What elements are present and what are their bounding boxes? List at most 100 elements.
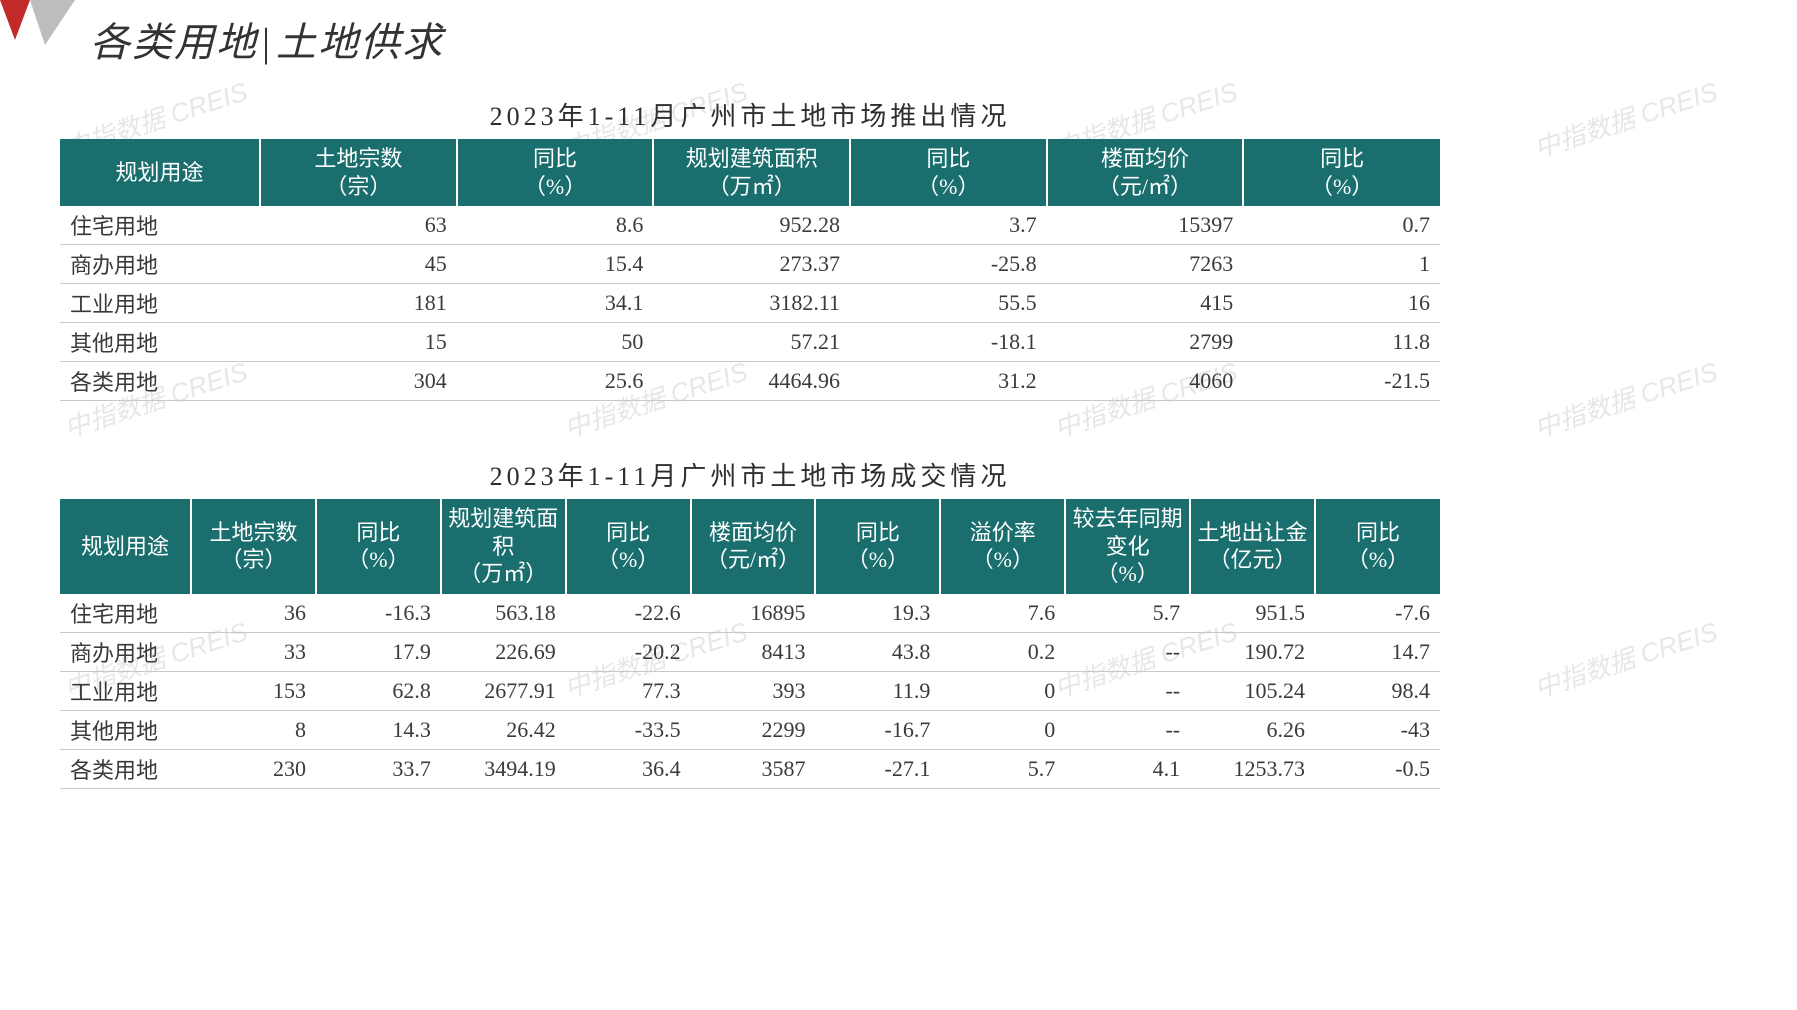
- column-header: 规划建筑面积（万㎡）: [653, 139, 850, 206]
- row-label: 工业用地: [60, 284, 260, 323]
- cell-value: 6.26: [1190, 710, 1315, 749]
- cell-value: -21.5: [1243, 362, 1440, 401]
- cell-value: 2299: [691, 710, 816, 749]
- row-label: 商办用地: [60, 245, 260, 284]
- cell-value: -20.2: [566, 632, 691, 671]
- row-label: 工业用地: [60, 671, 191, 710]
- column-header-line1: 土地宗数: [265, 145, 452, 173]
- cell-value: -0.5: [1315, 749, 1440, 788]
- table-block-transaction: 2023年1-11月广州市土地市场成交情况 规划用途土地宗数（宗）同比（%）规划…: [60, 456, 1440, 789]
- column-header-line1: 规划用途: [64, 159, 255, 187]
- row-label: 各类用地: [60, 362, 260, 401]
- cell-value: 153: [191, 671, 316, 710]
- cell-value: 16: [1243, 284, 1440, 323]
- table-row: 工业用地15362.82677.9177.339311.90--105.2498…: [60, 671, 1440, 710]
- cell-value: 33.7: [316, 749, 441, 788]
- column-header: 同比（%）: [457, 139, 654, 206]
- cell-value: -25.8: [850, 245, 1047, 284]
- column-header-line2: （宗）: [196, 546, 311, 574]
- cell-value: 11.8: [1243, 323, 1440, 362]
- row-label: 住宅用地: [60, 206, 260, 245]
- row-label: 商办用地: [60, 632, 191, 671]
- column-header: 土地宗数（宗）: [260, 139, 457, 206]
- cell-value: 304: [260, 362, 457, 401]
- cell-value: 3.7: [850, 206, 1047, 245]
- cell-value: 3587: [691, 749, 816, 788]
- cell-value: 8: [191, 710, 316, 749]
- column-header-line2: （%）: [1070, 560, 1185, 588]
- page-title: 各类用地|土地供求: [90, 10, 444, 68]
- column-header-line1: 规划建筑面积: [446, 505, 561, 560]
- watermark: 中指数据 CREIS: [1529, 351, 1722, 445]
- column-header-line1: 土地宗数: [196, 519, 311, 547]
- cell-value: 8413: [691, 632, 816, 671]
- row-label: 住宅用地: [60, 594, 191, 633]
- cell-value: 31.2: [850, 362, 1047, 401]
- cell-value: 4060: [1047, 362, 1244, 401]
- cell-value: 0.7: [1243, 206, 1440, 245]
- cell-value: 181: [260, 284, 457, 323]
- column-header-line2: （万㎡）: [446, 560, 561, 588]
- cell-value: 62.8: [316, 671, 441, 710]
- column-header-line1: 同比: [1248, 145, 1436, 173]
- column-header-line1: 楼面均价: [1052, 145, 1239, 173]
- table-transaction: 规划用途土地宗数（宗）同比（%）规划建筑面积（万㎡）同比（%）楼面均价（元/㎡）…: [60, 499, 1440, 789]
- cell-value: 36: [191, 594, 316, 633]
- column-header: 土地出让金（亿元）: [1190, 499, 1315, 594]
- cell-value: 16895: [691, 594, 816, 633]
- section-title-launch: 2023年1-11月广州市土地市场推出情况: [60, 96, 1440, 133]
- column-header-line1: 较去年同期变化: [1070, 505, 1185, 560]
- table-row: 商办用地4515.4273.37-25.872631: [60, 245, 1440, 284]
- cell-value: 43.8: [815, 632, 940, 671]
- row-label: 其他用地: [60, 710, 191, 749]
- cell-value: 55.5: [850, 284, 1047, 323]
- cell-value: 36.4: [566, 749, 691, 788]
- column-header-line2: （%）: [1248, 173, 1436, 201]
- cell-value: 5.7: [940, 749, 1065, 788]
- cell-value: 4464.96: [653, 362, 850, 401]
- table-row: 商办用地3317.9226.69-20.2841343.80.2--190.72…: [60, 632, 1440, 671]
- table-launch: 规划用途土地宗数（宗）同比（%）规划建筑面积（万㎡）同比（%）楼面均价（元/㎡）…: [60, 139, 1440, 401]
- column-header-line2: （万㎡）: [658, 173, 845, 201]
- cell-value: 7263: [1047, 245, 1244, 284]
- column-header-line1: 规划用途: [64, 533, 186, 561]
- column-header-line1: 规划建筑面积: [658, 145, 845, 173]
- cell-value: -16.7: [815, 710, 940, 749]
- column-header-line2: （元/㎡）: [1052, 173, 1239, 201]
- column-header: 规划用途: [60, 499, 191, 594]
- cell-value: 226.69: [441, 632, 566, 671]
- cell-value: 63: [260, 206, 457, 245]
- column-header-line2: （亿元）: [1195, 546, 1310, 574]
- cell-value: 2799: [1047, 323, 1244, 362]
- column-header-line2: （%）: [321, 546, 436, 574]
- cell-value: 26.42: [441, 710, 566, 749]
- cell-value: 8.6: [457, 206, 654, 245]
- cell-value: 1: [1243, 245, 1440, 284]
- cell-value: 14.3: [316, 710, 441, 749]
- cell-value: 2677.91: [441, 671, 566, 710]
- column-header-line2: （%）: [1320, 546, 1436, 574]
- watermark: 中指数据 CREIS: [1529, 71, 1722, 165]
- cell-value: -27.1: [815, 749, 940, 788]
- cell-value: 11.9: [815, 671, 940, 710]
- column-header-line1: 土地出让金: [1195, 519, 1310, 547]
- section-title-transaction: 2023年1-11月广州市土地市场成交情况: [60, 456, 1440, 493]
- column-header-line2: （宗）: [265, 173, 452, 201]
- cell-value: 77.3: [566, 671, 691, 710]
- column-header: 较去年同期变化（%）: [1065, 499, 1190, 594]
- cell-value: --: [1065, 671, 1190, 710]
- cell-value: 15397: [1047, 206, 1244, 245]
- cell-value: --: [1065, 632, 1190, 671]
- table-header-row: 规划用途土地宗数（宗）同比（%）规划建筑面积（万㎡）同比（%）楼面均价（元/㎡）…: [60, 499, 1440, 594]
- cell-value: 230: [191, 749, 316, 788]
- row-label: 其他用地: [60, 323, 260, 362]
- column-header-line1: 溢价率: [945, 519, 1060, 547]
- cell-value: --: [1065, 710, 1190, 749]
- column-header: 同比（%）: [316, 499, 441, 594]
- cell-value: -7.6: [1315, 594, 1440, 633]
- cell-value: -22.6: [566, 594, 691, 633]
- cell-value: 563.18: [441, 594, 566, 633]
- column-header-line1: 同比: [855, 145, 1042, 173]
- column-header: 楼面均价（元/㎡）: [691, 499, 816, 594]
- cell-value: 25.6: [457, 362, 654, 401]
